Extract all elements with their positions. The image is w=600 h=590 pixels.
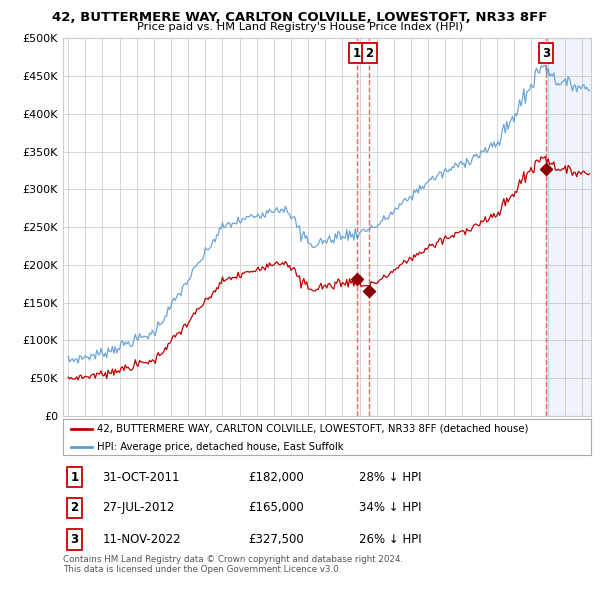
- Text: HPI: Average price, detached house, East Suffolk: HPI: Average price, detached house, East…: [97, 442, 344, 453]
- Text: This data is licensed under the Open Government Licence v3.0.: This data is licensed under the Open Gov…: [63, 565, 341, 574]
- Text: £165,000: £165,000: [248, 502, 304, 514]
- Text: 31-OCT-2011: 31-OCT-2011: [103, 471, 180, 484]
- Text: 3: 3: [542, 47, 550, 60]
- Text: 3: 3: [71, 533, 79, 546]
- Text: 1: 1: [71, 471, 79, 484]
- Text: 42, BUTTERMERE WAY, CARLTON COLVILLE, LOWESTOFT, NR33 8FF (detached house): 42, BUTTERMERE WAY, CARLTON COLVILLE, LO…: [97, 424, 529, 434]
- Text: 2: 2: [71, 502, 79, 514]
- Text: £327,500: £327,500: [248, 533, 304, 546]
- Text: 2: 2: [365, 47, 373, 60]
- Text: Price paid vs. HM Land Registry's House Price Index (HPI): Price paid vs. HM Land Registry's House …: [137, 22, 463, 32]
- Text: 42, BUTTERMERE WAY, CARLTON COLVILLE, LOWESTOFT, NR33 8FF: 42, BUTTERMERE WAY, CARLTON COLVILLE, LO…: [52, 11, 548, 24]
- Text: 27-JUL-2012: 27-JUL-2012: [103, 502, 175, 514]
- Text: 28% ↓ HPI: 28% ↓ HPI: [359, 471, 421, 484]
- Text: Contains HM Land Registry data © Crown copyright and database right 2024.: Contains HM Land Registry data © Crown c…: [63, 555, 403, 563]
- Text: 11-NOV-2022: 11-NOV-2022: [103, 533, 181, 546]
- Text: 26% ↓ HPI: 26% ↓ HPI: [359, 533, 421, 546]
- Text: 1: 1: [353, 47, 361, 60]
- Bar: [546, 38, 599, 416]
- Text: 34% ↓ HPI: 34% ↓ HPI: [359, 502, 421, 514]
- Text: £182,000: £182,000: [248, 471, 304, 484]
